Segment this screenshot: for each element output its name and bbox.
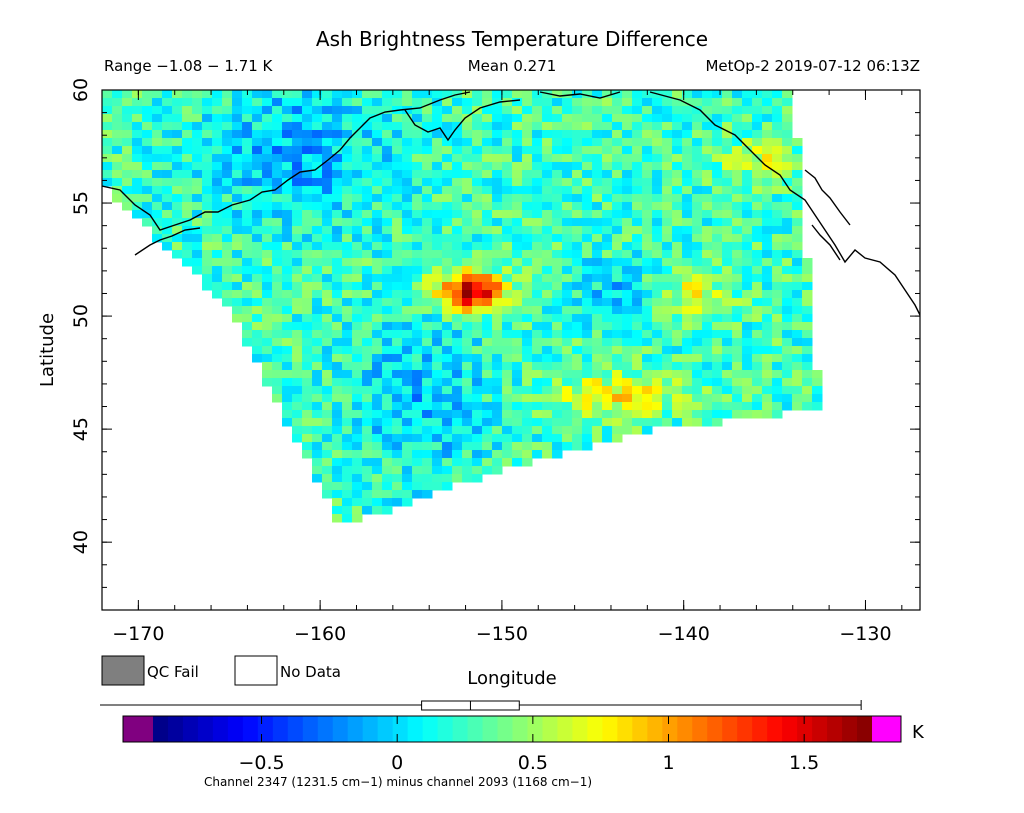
y-tick-label-4: 60 bbox=[70, 78, 92, 102]
colorbar-swatch bbox=[527, 716, 544, 742]
y-axis-ticks: 40 45 50 55 60 bbox=[70, 78, 920, 588]
colorbar-swatch bbox=[692, 716, 708, 742]
x-axis-ticks: −170 −160 −150 −140 −130 bbox=[101, 90, 903, 645]
colorbar-swatch bbox=[737, 716, 753, 742]
distribution-boxplot bbox=[100, 700, 862, 711]
colorbar-swatch bbox=[512, 716, 529, 742]
map-panel bbox=[102, 90, 920, 523]
coastline bbox=[102, 91, 920, 316]
colorbar-swatch bbox=[812, 716, 828, 742]
colorbar-swatch bbox=[167, 716, 184, 742]
colorbar-swatch bbox=[602, 716, 618, 742]
x-tick-label-0: −170 bbox=[112, 623, 164, 645]
x-tick-label-2: −150 bbox=[476, 623, 528, 645]
colorbar-swatch bbox=[722, 716, 738, 742]
y-tick-label-3: 55 bbox=[70, 191, 92, 215]
x-tick-label-4: −130 bbox=[839, 623, 891, 645]
colorbar-swatch bbox=[272, 716, 289, 742]
colorbar-swatch bbox=[587, 716, 603, 742]
colorbar-swatch bbox=[332, 716, 349, 742]
colorbar-swatch bbox=[153, 716, 169, 742]
x-tick-label-3: −140 bbox=[658, 623, 710, 645]
colorbar-swatch bbox=[767, 716, 783, 742]
plot-title: Ash Brightness Temperature Difference bbox=[316, 27, 708, 51]
colorbar-tick-label-4: 1.5 bbox=[789, 752, 819, 774]
y-tick-label-1: 45 bbox=[70, 417, 92, 441]
x-axis-label: Longitude bbox=[467, 668, 557, 689]
colorbar-swatch bbox=[212, 716, 229, 742]
colorbar-swatch bbox=[797, 716, 813, 742]
colorbar-swatch bbox=[497, 716, 514, 742]
colorbar-under bbox=[123, 716, 153, 742]
colorbar-swatch bbox=[182, 716, 199, 742]
colorbar-swatch bbox=[287, 716, 304, 742]
colorbar-swatch bbox=[572, 716, 588, 742]
colorbar-swatch bbox=[482, 716, 499, 742]
colorbar-over bbox=[872, 716, 901, 742]
colorbar-swatch bbox=[392, 716, 409, 742]
swath-pixels bbox=[102, 90, 823, 523]
colorbar-tick-label-2: 0.5 bbox=[518, 752, 548, 774]
mean-text: Mean 0.271 bbox=[468, 57, 557, 75]
colorbar-swatch bbox=[437, 716, 454, 742]
colorbar-swatch bbox=[422, 716, 439, 742]
colorbar-swatch bbox=[317, 716, 334, 742]
colorbar-swatch bbox=[467, 716, 484, 742]
colorbar bbox=[122, 715, 902, 743]
colorbar-swatch bbox=[197, 716, 214, 742]
y-axis-label: Latitude bbox=[37, 313, 58, 387]
colorbar-swatch bbox=[452, 716, 469, 742]
channel-caption: Channel 2347 (1231.5 cm−1) minus channel… bbox=[204, 775, 592, 789]
colorbar-swatch bbox=[302, 716, 319, 742]
colorbar-swatch bbox=[377, 716, 394, 742]
range-text: Range −1.08 − 1.71 K bbox=[104, 57, 274, 75]
colorbar-swatch bbox=[827, 716, 843, 742]
y-tick-label-0: 40 bbox=[70, 530, 92, 554]
colorbar-swatch bbox=[842, 716, 858, 742]
colorbar-tick-label-1: 0 bbox=[391, 752, 403, 774]
colorbar-tick-label-0: −0.5 bbox=[238, 752, 284, 774]
colorbar-tick-label-3: 1 bbox=[662, 752, 674, 774]
colorbar-frame bbox=[122, 715, 902, 743]
colorbar-swatch bbox=[632, 716, 648, 742]
colorbar-swatch bbox=[257, 716, 274, 742]
colorbar-swatch bbox=[407, 716, 424, 742]
qc-fail-label: QC Fail bbox=[147, 663, 199, 681]
x-tick-label-1: −160 bbox=[294, 623, 346, 645]
no-data-label: No Data bbox=[280, 663, 341, 681]
colorbar-swatch bbox=[707, 716, 723, 742]
qc-fail-swatch bbox=[101, 655, 145, 686]
map-frame bbox=[101, 89, 921, 611]
colorbar-swatch bbox=[557, 716, 574, 742]
no-data-swatch bbox=[234, 655, 278, 686]
colorbar-swatch bbox=[662, 716, 678, 742]
colorbar-swatch bbox=[242, 716, 259, 742]
colorbar-swatch bbox=[227, 716, 244, 742]
colorbar-ticks: −0.5 0 0.5 1 1.5 bbox=[238, 716, 819, 774]
colorbar-swatch bbox=[617, 716, 633, 742]
colorbar-swatch bbox=[647, 716, 663, 742]
colorbar-swatch bbox=[752, 716, 768, 742]
colorbar-swatch bbox=[782, 716, 798, 742]
colorbar-swatch bbox=[857, 716, 873, 742]
colorbar-unit: K bbox=[912, 722, 925, 743]
colorbar-swatch bbox=[677, 716, 693, 742]
satellite-time-text: MetOp-2 2019-07-12 06:13Z bbox=[705, 57, 920, 75]
colorbar-swatch bbox=[347, 716, 364, 742]
colorbar-swatch bbox=[362, 716, 379, 742]
y-tick-label-2: 50 bbox=[70, 304, 92, 328]
colorbar-swatch bbox=[542, 716, 559, 742]
